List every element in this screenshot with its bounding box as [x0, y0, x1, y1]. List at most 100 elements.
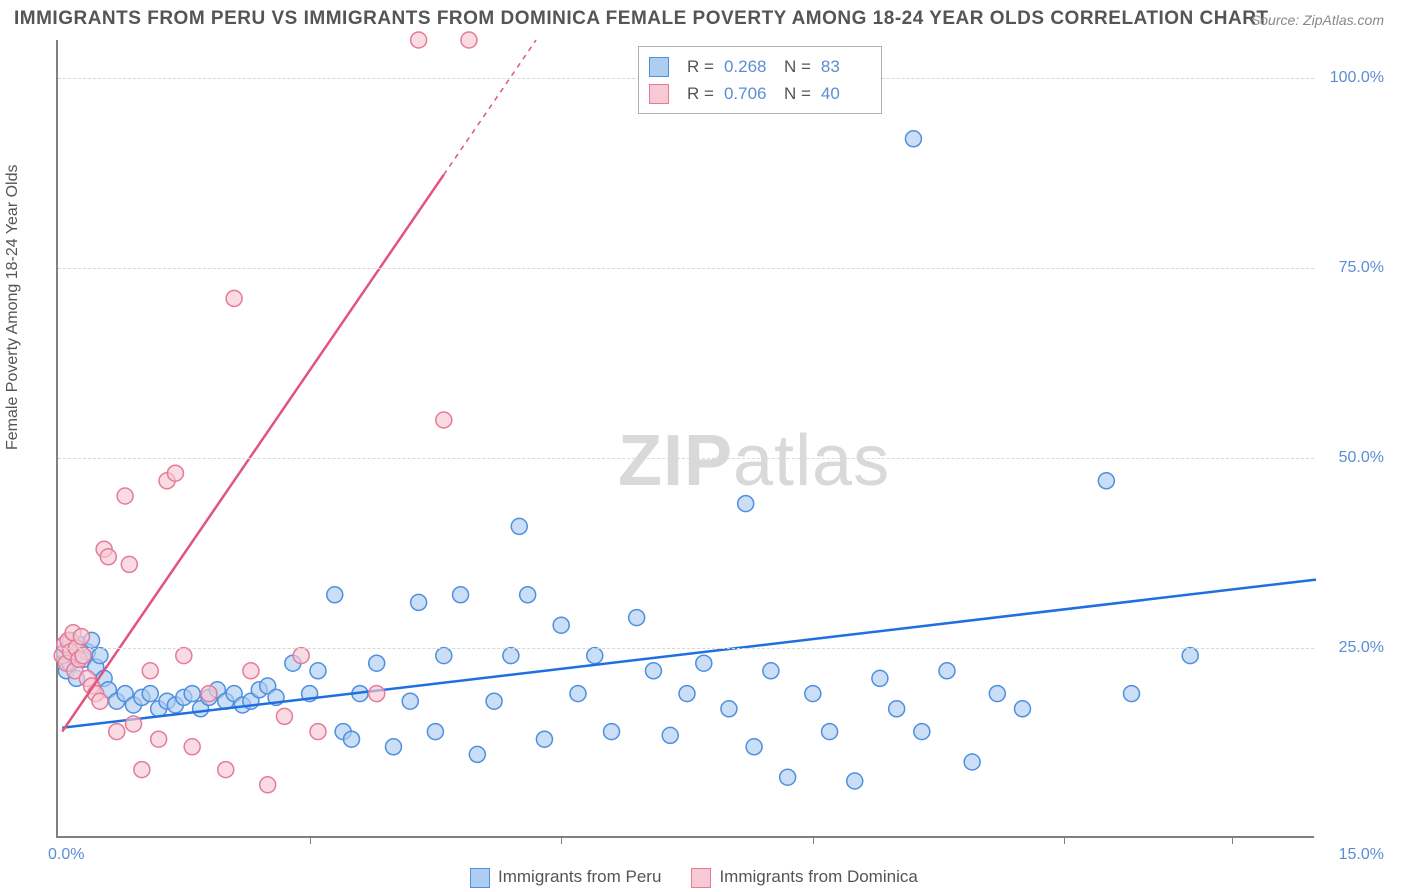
- data-point: [109, 724, 125, 740]
- x-tick-mark: [1064, 836, 1065, 844]
- y-tick-label: 50.0%: [1324, 449, 1384, 467]
- x-tick-mark: [310, 836, 311, 844]
- trend-line: [62, 580, 1316, 728]
- data-point: [1123, 686, 1139, 702]
- data-point: [226, 290, 242, 306]
- data-point: [436, 648, 452, 664]
- source-label: Source: ZipAtlas.com: [1251, 12, 1384, 28]
- gridline: [58, 648, 1314, 649]
- data-point: [645, 663, 661, 679]
- data-point: [121, 556, 137, 572]
- data-point: [142, 663, 158, 679]
- legend-bottom: Immigrants from Peru Immigrants from Domi…: [470, 867, 918, 888]
- data-point: [293, 648, 309, 664]
- stat-r-value: 0.268: [724, 53, 774, 80]
- data-point: [369, 686, 385, 702]
- data-point: [117, 488, 133, 504]
- legend-item: Immigrants from Dominica: [691, 867, 917, 888]
- legend-item: Immigrants from Peru: [470, 867, 661, 888]
- data-point: [939, 663, 955, 679]
- data-point: [176, 648, 192, 664]
- data-point: [461, 32, 477, 48]
- data-point: [553, 617, 569, 633]
- data-point: [92, 648, 108, 664]
- data-point: [411, 32, 427, 48]
- data-point: [469, 746, 485, 762]
- data-point: [679, 686, 695, 702]
- data-point: [503, 648, 519, 664]
- stats-row: R =0.268N =83: [649, 53, 871, 80]
- data-point: [125, 716, 141, 732]
- data-point: [696, 655, 712, 671]
- data-point: [1014, 701, 1030, 717]
- stat-n-label: N =: [784, 80, 811, 107]
- data-point: [1182, 648, 1198, 664]
- data-point: [738, 496, 754, 512]
- data-point: [847, 773, 863, 789]
- data-point: [218, 762, 234, 778]
- stats-row: R =0.706N =40: [649, 80, 871, 107]
- data-point: [184, 739, 200, 755]
- data-point: [763, 663, 779, 679]
- data-point: [327, 587, 343, 603]
- data-point: [75, 648, 91, 664]
- data-point: [411, 594, 427, 610]
- stats-legend-box: R =0.268N =83R =0.706N =40: [638, 46, 882, 114]
- data-point: [92, 693, 108, 709]
- data-point: [914, 724, 930, 740]
- trend-line-dashed: [444, 40, 536, 175]
- data-point: [427, 724, 443, 740]
- data-point: [402, 693, 418, 709]
- data-point: [167, 465, 183, 481]
- chart-container: IMMIGRANTS FROM PERU VS IMMIGRANTS FROM …: [0, 0, 1406, 892]
- data-point: [142, 686, 158, 702]
- data-point: [905, 131, 921, 147]
- gridline: [58, 458, 1314, 459]
- legend-swatch: [691, 868, 711, 888]
- data-point: [964, 754, 980, 770]
- y-tick-label: 100.0%: [1324, 69, 1384, 87]
- data-point: [344, 731, 360, 747]
- data-point: [989, 686, 1005, 702]
- chart-title: IMMIGRANTS FROM PERU VS IMMIGRANTS FROM …: [14, 8, 1269, 30]
- data-point: [629, 610, 645, 626]
- series-swatch: [649, 57, 669, 77]
- data-point: [604, 724, 620, 740]
- data-point: [134, 762, 150, 778]
- data-point: [872, 670, 888, 686]
- data-point: [536, 731, 552, 747]
- y-tick-label: 75.0%: [1324, 259, 1384, 277]
- data-point: [369, 655, 385, 671]
- x-tick-max: 15.0%: [1339, 846, 1384, 864]
- data-point: [511, 518, 527, 534]
- data-point: [201, 686, 217, 702]
- data-point: [310, 724, 326, 740]
- data-point: [151, 731, 167, 747]
- data-point: [100, 549, 116, 565]
- stat-r-label: R =: [687, 80, 714, 107]
- data-point: [721, 701, 737, 717]
- data-point: [822, 724, 838, 740]
- data-point: [73, 629, 89, 645]
- data-point: [1098, 473, 1114, 489]
- x-tick-min: 0.0%: [48, 846, 84, 864]
- gridline: [58, 268, 1314, 269]
- data-point: [889, 701, 905, 717]
- data-point: [243, 663, 259, 679]
- data-point: [276, 708, 292, 724]
- data-point: [662, 727, 678, 743]
- data-point: [746, 739, 762, 755]
- data-point: [310, 663, 326, 679]
- data-point: [453, 587, 469, 603]
- x-tick-mark: [1232, 836, 1233, 844]
- stat-n-value: 83: [821, 53, 871, 80]
- stat-r-value: 0.706: [724, 80, 774, 107]
- data-point: [520, 587, 536, 603]
- data-point: [385, 739, 401, 755]
- data-point: [486, 693, 502, 709]
- plot-svg: [58, 40, 1316, 838]
- stat-r-label: R =: [687, 53, 714, 80]
- y-axis-label: Female Poverty Among 18-24 Year Olds: [4, 165, 22, 451]
- data-point: [570, 686, 586, 702]
- x-tick-mark: [813, 836, 814, 844]
